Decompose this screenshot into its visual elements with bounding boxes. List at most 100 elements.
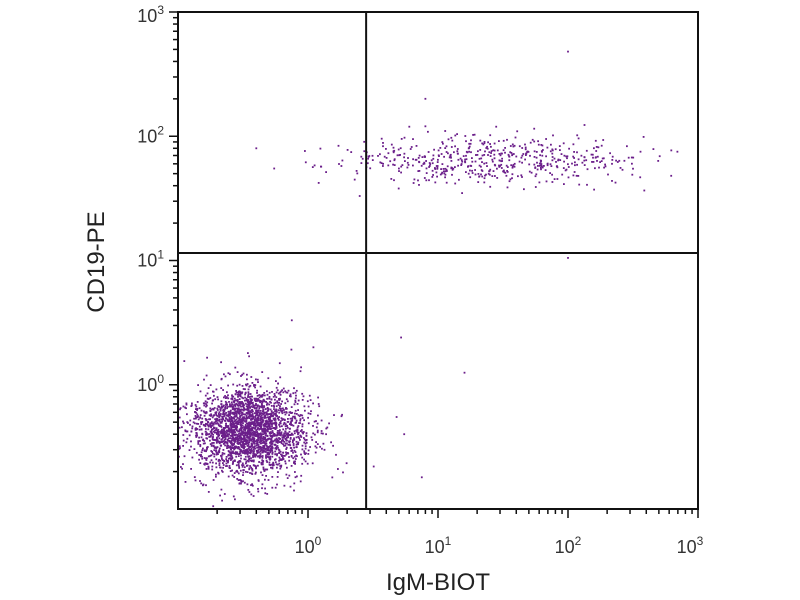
data-point: [277, 419, 280, 421]
data-point: [462, 155, 465, 157]
data-point: [492, 170, 495, 172]
data-point: [540, 163, 543, 165]
data-point: [540, 168, 542, 171]
data-point: [303, 419, 305, 422]
data-point: [299, 414, 302, 416]
data-point: [431, 162, 434, 165]
data-point: [209, 424, 212, 427]
data-point: [235, 399, 238, 402]
data-point: [200, 454, 202, 456]
data-point: [220, 378, 223, 381]
data-point: [583, 156, 586, 158]
data-point: [301, 462, 304, 465]
data-point: [470, 165, 473, 167]
data-point: [535, 151, 538, 153]
data-point: [235, 433, 237, 436]
data-point: [209, 409, 212, 412]
data-point: [249, 452, 252, 455]
data-point: [493, 153, 496, 156]
data-point: [303, 450, 306, 453]
data-point: [259, 445, 262, 448]
data-point: [586, 168, 589, 171]
data-point: [467, 165, 469, 168]
data-point: [317, 182, 320, 184]
data-point: [207, 398, 210, 400]
data-point: [209, 443, 212, 445]
data-point: [206, 397, 209, 400]
data-point: [249, 448, 252, 451]
data-point: [233, 476, 236, 478]
data-point: [305, 434, 308, 437]
data-point: [489, 134, 492, 137]
data-point: [244, 429, 247, 432]
data-point: [255, 402, 257, 405]
data-point: [258, 425, 261, 427]
data-point: [504, 147, 506, 149]
data-point: [353, 178, 356, 181]
data-point: [266, 403, 268, 406]
data-point: [456, 148, 459, 150]
data-point: [279, 422, 282, 425]
data-point: [261, 430, 264, 433]
data-point: [533, 127, 536, 130]
data-point: [222, 413, 224, 416]
data-point: [292, 457, 295, 460]
data-point: [245, 431, 248, 434]
data-point: [261, 412, 263, 415]
data-point: [282, 387, 285, 390]
data-point: [216, 407, 219, 410]
data-point: [382, 142, 384, 144]
data-point: [412, 138, 414, 140]
data-point: [231, 451, 234, 454]
data-point: [188, 434, 191, 437]
data-point: [227, 446, 230, 449]
data-point: [197, 440, 200, 442]
data-point: [267, 377, 270, 380]
data-point: [300, 366, 302, 369]
data-point: [286, 391, 289, 394]
data-point: [443, 170, 445, 173]
data-point: [307, 416, 309, 419]
data-point: [464, 161, 467, 164]
data-point: [275, 424, 277, 427]
data-point: [360, 155, 363, 158]
data-point: [267, 423, 270, 426]
data-point: [252, 437, 255, 439]
data-point: [233, 430, 235, 433]
data-point: [241, 391, 244, 394]
data-point: [319, 445, 321, 448]
data-point: [583, 164, 586, 166]
data-point: [247, 352, 249, 354]
data-point: [501, 157, 503, 160]
data-point: [346, 149, 349, 151]
data-point: [441, 163, 444, 165]
data-point: [443, 172, 446, 175]
data-point: [210, 430, 213, 433]
data-point: [235, 437, 238, 440]
data-point: [266, 429, 269, 431]
x-axis-title: IgM-BIOT: [386, 569, 490, 596]
data-point: [246, 448, 249, 451]
data-point: [541, 165, 543, 168]
data-point: [272, 462, 274, 465]
data-point: [256, 450, 259, 452]
data-point: [198, 425, 201, 428]
data-point: [238, 442, 241, 445]
data-point: [205, 484, 207, 487]
data-point: [242, 443, 245, 445]
data-point: [207, 467, 210, 470]
data-point: [266, 390, 268, 393]
data-point: [209, 435, 212, 438]
data-point: [540, 166, 542, 169]
data-point: [246, 483, 249, 486]
data-point: [516, 130, 519, 133]
data-point: [517, 175, 519, 178]
data-point: [245, 439, 247, 441]
data-point: [237, 430, 239, 433]
data-point: [290, 406, 293, 408]
data-point: [257, 488, 259, 490]
data-point: [337, 468, 339, 470]
data-point: [218, 416, 221, 419]
data-point: [294, 397, 297, 400]
data-point: [221, 435, 223, 437]
